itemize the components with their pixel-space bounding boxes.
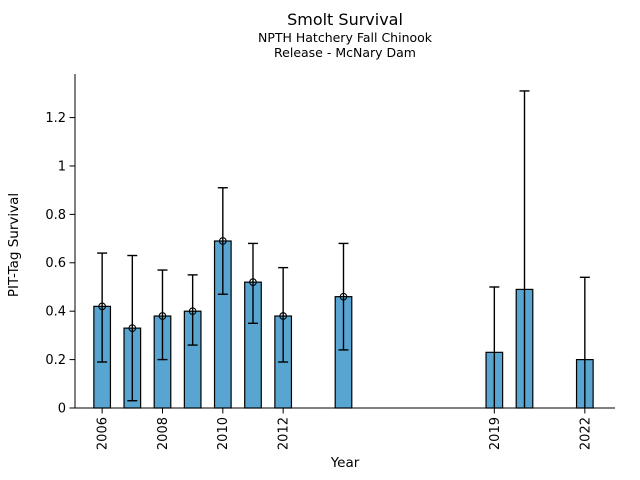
x-tick-label: 2008	[156, 417, 171, 450]
y-tick-label: 1	[58, 159, 66, 174]
chart-subtitle-line-1: NPTH Hatchery Fall Chinook	[257, 30, 433, 45]
point-marker-2012	[279, 312, 288, 320]
y-tick-label: 0	[58, 401, 66, 416]
y-tick-label: 1.2	[45, 111, 66, 126]
point-marker-2010	[218, 237, 227, 245]
point-marker-2006	[98, 302, 107, 311]
point-marker-2007	[128, 324, 137, 332]
y-tick-label: 0.2	[45, 353, 66, 368]
x-tick-label: 2006	[96, 417, 111, 450]
y-tick-label: 0.6	[45, 256, 66, 271]
chart-title: Smolt Survival	[287, 10, 403, 29]
x-tick-label: 2019	[488, 417, 503, 450]
y-axis-label: PIT-Tag Survival	[6, 192, 22, 298]
x-tick-label: 2010	[216, 417, 231, 450]
point-marker-2009	[188, 307, 197, 316]
chart-subtitle-line-2: Release - McNary Dam	[274, 44, 416, 60]
chart-subtitle: NPTH Hatchery Fall Chinook Release - McN…	[257, 30, 433, 60]
point-marker-2011	[249, 278, 257, 286]
x-tick-label: 2012	[277, 417, 292, 450]
y-tick-label: 0.4	[45, 305, 66, 320]
point-marker-2008	[158, 312, 167, 320]
x-tick-label: 2022	[578, 417, 593, 450]
point-marker-2014	[339, 292, 348, 301]
y-tick-label: 0.8	[45, 208, 66, 223]
x-axis-label: Year	[330, 455, 360, 471]
